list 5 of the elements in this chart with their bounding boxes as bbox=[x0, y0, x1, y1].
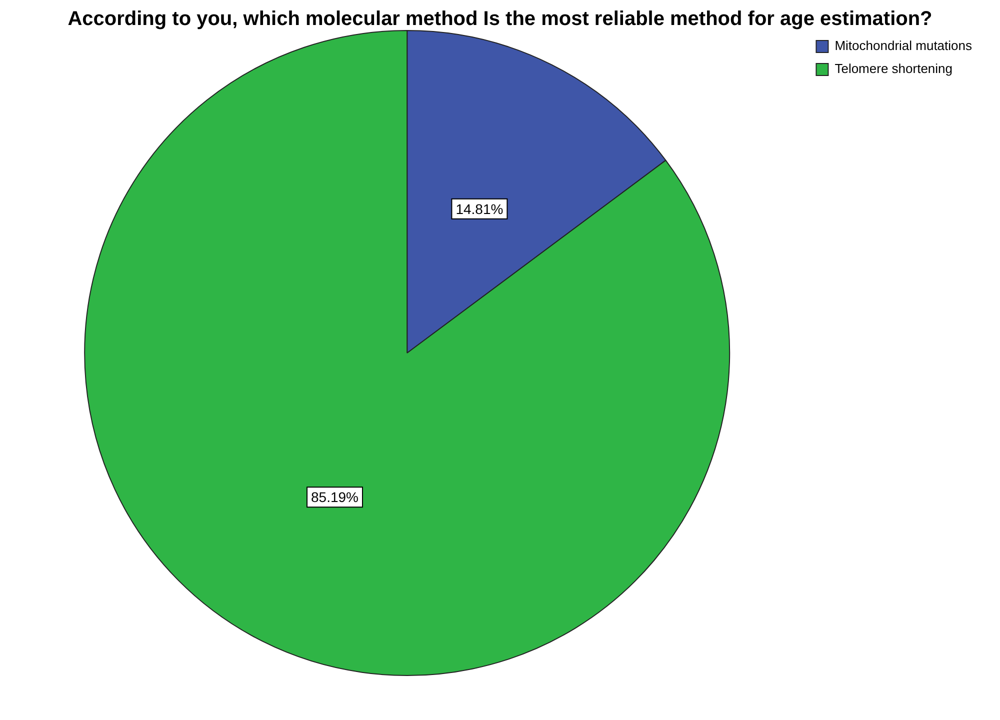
legend-label: Telomere shortening bbox=[834, 61, 953, 76]
data-label: 14.81% bbox=[456, 200, 504, 217]
data-label: 85.19% bbox=[311, 488, 358, 505]
chart-title: According to you, which molecular method Is the most reliable method for age estimation? bbox=[66, 8, 934, 30]
legend-label: Mitochondrial mutations bbox=[834, 38, 972, 54]
